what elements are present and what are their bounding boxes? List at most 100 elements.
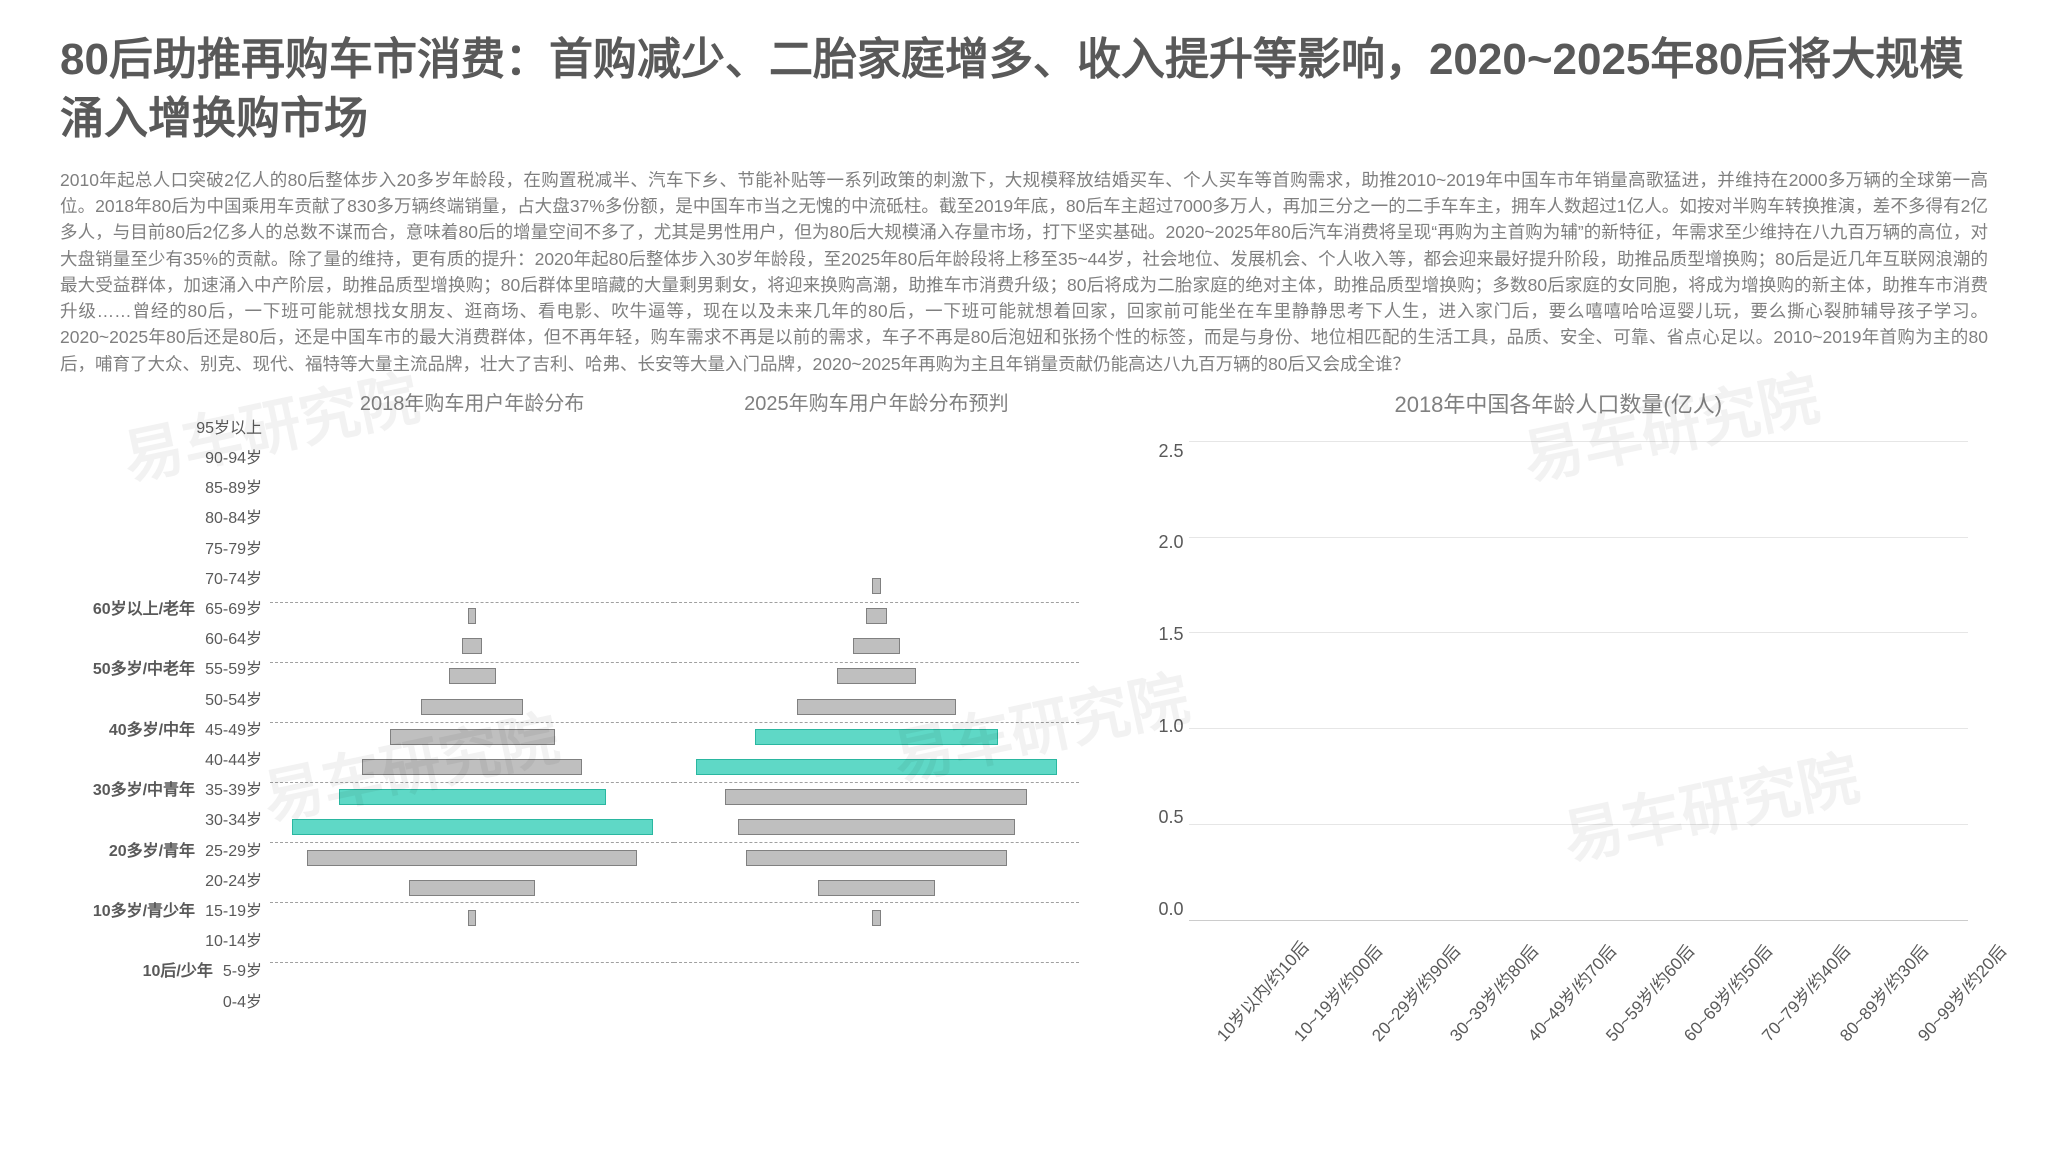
x-tick-label: 40~49岁/约70后 <box>1521 983 1581 1046</box>
pyramid-bar-row <box>276 875 668 901</box>
pyramid-bar-row <box>680 905 1072 931</box>
pyramid-divider <box>270 842 674 843</box>
age-bin-label: 20-24岁 <box>205 869 262 895</box>
pyramid-bar-row <box>680 603 1072 629</box>
pyramid-bar <box>755 729 998 745</box>
age-bin-label: 35-39岁 <box>205 778 262 804</box>
y-tick: 1.0 <box>1134 716 1184 737</box>
gridline <box>1189 632 1968 633</box>
y-tick: 0.5 <box>1134 807 1184 828</box>
pyramid-bar <box>390 729 555 745</box>
pyramid-bar <box>818 880 936 896</box>
pyramid-divider <box>270 662 674 663</box>
pyramid-bar <box>746 850 1006 866</box>
pyramid-bar-row <box>276 935 668 961</box>
pyramid-bar-row <box>276 633 668 659</box>
pyramid-bar-row <box>680 724 1072 750</box>
x-tick-label: 30~39岁/约80后 <box>1443 983 1503 1046</box>
y-tick: 1.5 <box>1134 624 1184 645</box>
age-bin-label: 25-29岁 <box>205 839 262 865</box>
pyramid-bar <box>797 699 956 715</box>
age-bin-label: 55-59岁 <box>205 657 262 683</box>
age-label-row: 40多岁/中年45-49岁 <box>60 718 262 744</box>
age-label-row: 50多岁/中老年 55-59岁 <box>60 657 262 683</box>
pyramid-bar <box>853 638 899 654</box>
pyramid-bar-row <box>680 784 1072 810</box>
pyramid-divider <box>674 602 1078 603</box>
age-bin-label: 40-44岁 <box>205 748 262 774</box>
pyramid-bar-row <box>680 845 1072 871</box>
pyramid-bar <box>837 668 917 684</box>
pyramid-divider <box>674 902 1078 903</box>
pyramid-bar <box>339 789 606 805</box>
age-label-row: 60-64岁 <box>60 627 262 653</box>
age-label-row: 80-84岁 <box>60 506 262 532</box>
pyramid-bar-row <box>680 422 1072 448</box>
age-label-row: 20多岁/青年25-29岁 <box>60 839 262 865</box>
age-label-row: 50-54岁 <box>60 688 262 714</box>
pyramid-divider <box>674 722 1078 723</box>
pyramid-divider <box>674 662 1078 663</box>
pyramid-bar-row <box>276 965 668 991</box>
age-label-row: 10-14岁 <box>60 929 262 955</box>
age-label-row: 10多岁/青少年15-19岁 <box>60 899 262 925</box>
pyramid-bar <box>409 880 535 896</box>
age-bin-label: 10-14岁 <box>205 929 262 955</box>
pyramid-bar-row <box>680 935 1072 961</box>
pyramid-bar-row <box>276 573 668 599</box>
pyramid-bar-row <box>276 724 668 750</box>
pyramid-2018: 2018年购车用户年龄分布 <box>270 387 674 1067</box>
y-tick: 0.0 <box>1134 899 1184 920</box>
pyramid-bar-row <box>680 663 1072 689</box>
pyramid-divider <box>270 782 674 783</box>
gridline <box>1189 537 1968 538</box>
age-bin-label: 80-84岁 <box>205 506 262 532</box>
pyramid-bar <box>725 789 1027 805</box>
pyramid-bar-row <box>276 543 668 569</box>
age-label-row: 40-44岁 <box>60 748 262 774</box>
pyramid-bar-row <box>276 512 668 538</box>
age-group-label: 50多岁/中老年 <box>93 657 195 683</box>
pyramid-bar-row <box>680 512 1072 538</box>
age-label-row: 75-79岁 <box>60 537 262 563</box>
pyramid-divider <box>270 602 674 603</box>
pyramid-y-labels: 95岁以上90-94岁85-89岁80-84岁75-79岁70-74岁60岁以上… <box>60 416 270 1016</box>
pyramid-bar <box>468 910 476 926</box>
body-paragraph: 2010年起总人口突破2亿人的80后整体步入20多岁年龄段，在购置税减半、汽车下… <box>60 167 1988 377</box>
age-bin-label: 60-64岁 <box>205 627 262 653</box>
pyramid-bar <box>462 638 482 654</box>
pyramid-bar-row <box>276 905 668 931</box>
age-bin-label: 45-49岁 <box>205 718 262 744</box>
age-label-row: 90-94岁 <box>60 446 262 472</box>
x-tick-label: 10岁以内/约10后 <box>1209 983 1269 1046</box>
pyramid-bar-row <box>680 543 1072 569</box>
pyramid-bar <box>468 608 476 624</box>
pyramid-bar <box>449 668 496 684</box>
pyramid-divider <box>674 962 1078 963</box>
pyramid-divider <box>674 842 1078 843</box>
age-label-row: 10后/少年5-9岁 <box>60 959 262 985</box>
pyramid-bar-row <box>680 875 1072 901</box>
pyramid-divider <box>674 782 1078 783</box>
y-tick: 2.0 <box>1134 532 1184 553</box>
pyramid-2025: 2025年购车用户年龄分布预判 <box>674 387 1078 1067</box>
pyramid-2018-title: 2018年购车用户年龄分布 <box>360 387 585 416</box>
age-bin-label: 75-79岁 <box>205 537 262 563</box>
pyramid-bar-row <box>276 694 668 720</box>
bar-y-axis: 2.5 2.0 1.5 1.0 0.5 0.0 <box>1134 441 1184 920</box>
pyramid-bar-row <box>276 482 668 508</box>
pyramid-bar-row <box>276 784 668 810</box>
x-tick-label: 90~99岁/约20后 <box>1910 983 1970 1046</box>
age-label-row: 0-4岁 <box>60 990 262 1016</box>
pyramid-bar <box>872 578 880 594</box>
pyramid-bar-row <box>276 603 668 629</box>
x-tick-label: 60~69岁/约50后 <box>1677 983 1737 1046</box>
y-tick: 2.5 <box>1134 441 1184 462</box>
age-group-label: 10多岁/青少年 <box>93 899 195 925</box>
bar-chart-title: 2018年中国各年龄人口数量(亿人) <box>1129 387 1988 419</box>
age-label-row: 30多岁/中青年35-39岁 <box>60 778 262 804</box>
pyramid-bar <box>421 699 523 715</box>
pyramid-bar-row <box>680 482 1072 508</box>
x-tick-label: 80~89岁/约30后 <box>1833 983 1893 1046</box>
age-label-row: 95岁以上 <box>60 416 262 442</box>
